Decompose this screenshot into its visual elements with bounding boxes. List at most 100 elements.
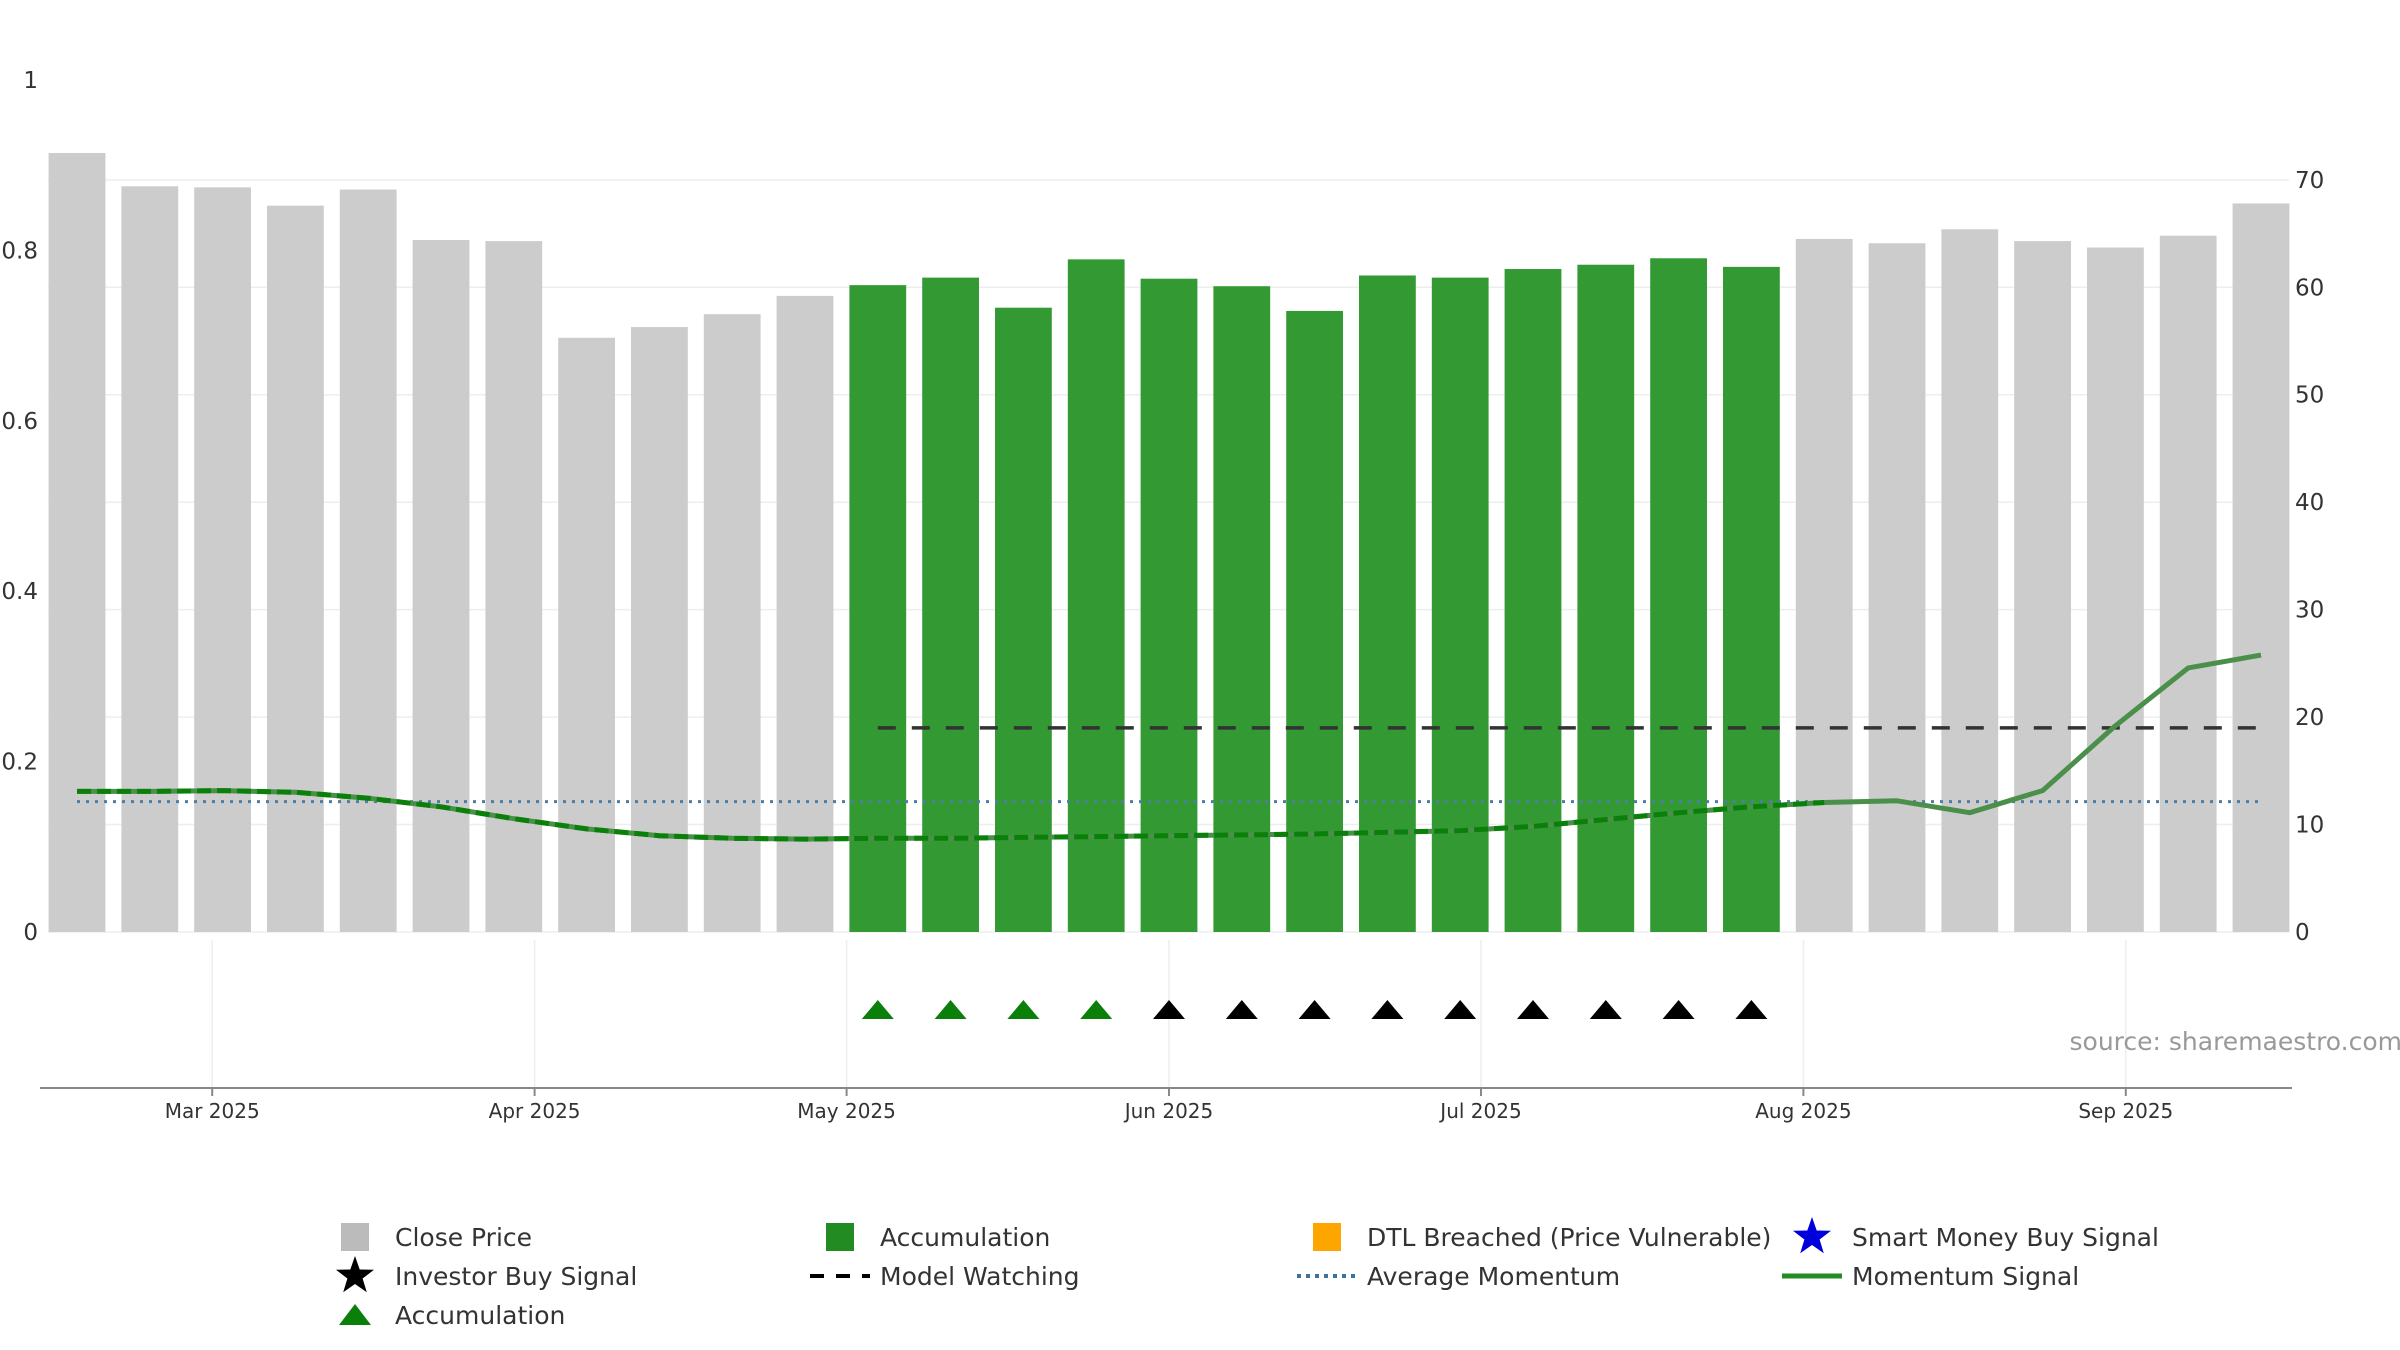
right-tick-label: 60 [2295,275,2324,301]
investor-signal-marker [1735,1000,1768,1019]
left-axis: 0 0.2 0.4 0.6 0.8 1 [1,68,38,946]
price-bar [2014,241,2071,932]
accumulation-bar [995,307,1052,932]
price-bar [485,241,543,932]
left-tick-label: 0.4 [1,579,38,605]
right-tick-label: 70 [2295,168,2324,194]
legend-item: DTL Breached (Price Vulnerable) [1313,1223,1771,1252]
price-bar [558,337,615,932]
accumulation-signal-marker [1007,1000,1040,1019]
investor-signal-marker [1517,1000,1549,1019]
date-tick-label: Aug 2025 [1755,1099,1851,1123]
legend-item: Smart Money Buy Signal [1793,1217,2159,1254]
legend-square-icon [341,1223,369,1251]
legend-item: Momentum Signal [1782,1262,2079,1291]
accumulation-bar [1650,258,1707,932]
price-bar [194,187,251,933]
price-bar [631,327,688,932]
accumulation-signal-marker [1080,1000,1113,1019]
signal-lines [77,652,2262,842]
legend: Close Price Accumulation DTL Breached (Pri… [336,1217,2159,1330]
price-bar [2232,203,2290,932]
right-tick-label: 40 [2295,490,2324,516]
legend-item: Accumulation [339,1301,565,1330]
left-tick-label: 1 [23,68,38,94]
accumulation-bar [1140,278,1198,933]
signal-markers [861,1000,1768,1019]
legend-label: Accumulation [880,1223,1050,1252]
legend-label: Accumulation [395,1301,565,1330]
accumulation-signal-marker [934,1000,967,1019]
right-tick-label: 0 [2295,920,2310,946]
legend-label: Model Watching [880,1262,1080,1291]
price-bar [48,152,106,932]
accumulation-bar [1359,275,1416,933]
investor-signal-marker [1444,1000,1477,1019]
legend-item: Average Momentum [1297,1262,1620,1291]
right-tick-label: 10 [2295,813,2324,839]
left-tick-label: 0 [23,920,38,946]
price-bar [703,314,761,932]
legend-label: Investor Buy Signal [395,1262,637,1291]
investor-signal-marker [1153,1000,1185,1019]
accumulation-bar [849,285,907,932]
accumulation-bar [1431,277,1489,932]
right-axis: 0 10 20 30 40 50 60 70 [2295,168,2324,946]
legend-label: Momentum Signal [1852,1262,2079,1291]
legend-star-icon [1793,1217,1831,1254]
date-tick-label: Jul 2025 [1438,1099,1521,1123]
accumulation-signal-marker [861,1000,894,1019]
date-axis: Mar 2025 Apr 2025 May 2025 Jun 2025 Jul 2025… [40,1087,2292,1123]
momentum-accumulation-segment [77,788,1825,842]
price-bar [1868,243,1926,933]
accumulation-bar [1577,264,1635,933]
legend-item: Model Watching [810,1262,1080,1291]
left-tick-label: 0.6 [1,409,38,435]
right-tick-label: 20 [2295,705,2324,731]
legend-label: DTL Breached (Price Vulnerable) [1367,1223,1771,1252]
date-tick-label: Mar 2025 [165,1099,260,1123]
price-bars [48,152,2290,933]
legend-item: Investor Buy Signal [336,1256,637,1293]
accumulation-bar [1286,310,1343,932]
price-bar [776,295,834,932]
source-label: source: sharemaestro.com [2070,1027,2400,1056]
legend-item: Close Price [341,1223,532,1252]
accumulation-bar [1723,266,1780,932]
date-tick-label: Jun 2025 [1123,1099,1214,1123]
price-bar [2087,247,2144,933]
investor-signal-marker [1589,1000,1622,1019]
legend-label: Smart Money Buy Signal [1852,1223,2159,1252]
price-bar [412,240,470,932]
accumulation-bar [1504,269,1562,932]
right-tick-label: 30 [2295,598,2324,624]
left-tick-label: 0.8 [1,238,38,264]
price-bar [2159,235,2217,932]
investor-signal-marker [1225,1000,1258,1019]
price-bar [339,189,397,932]
date-tick-label: Sep 2025 [2078,1099,2173,1123]
date-tick-label: Apr 2025 [489,1099,581,1123]
price-bar [1941,229,1999,933]
accumulation-bar [1213,286,1271,932]
legend-triangle-icon [339,1304,371,1325]
legend-item: Accumulation [826,1223,1050,1252]
investor-signal-marker [1298,1000,1331,1019]
left-tick-label: 0.2 [1,750,38,776]
right-tick-label: 50 [2295,383,2324,409]
accumulation-bar [922,277,979,932]
price-bar [267,205,324,933]
accumulation-bar [1067,259,1125,932]
legend-square-icon [1313,1223,1341,1251]
legend-label: Average Momentum [1367,1262,1620,1291]
investor-signal-marker [1662,1000,1695,1019]
date-tick-label: May 2025 [797,1099,896,1123]
investor-signal-marker [1371,1000,1404,1019]
legend-label: Close Price [395,1223,532,1252]
price-bar [121,186,179,933]
legend-star-icon [336,1256,374,1293]
price-bar [1795,238,1853,933]
legend-square-icon [826,1223,854,1251]
